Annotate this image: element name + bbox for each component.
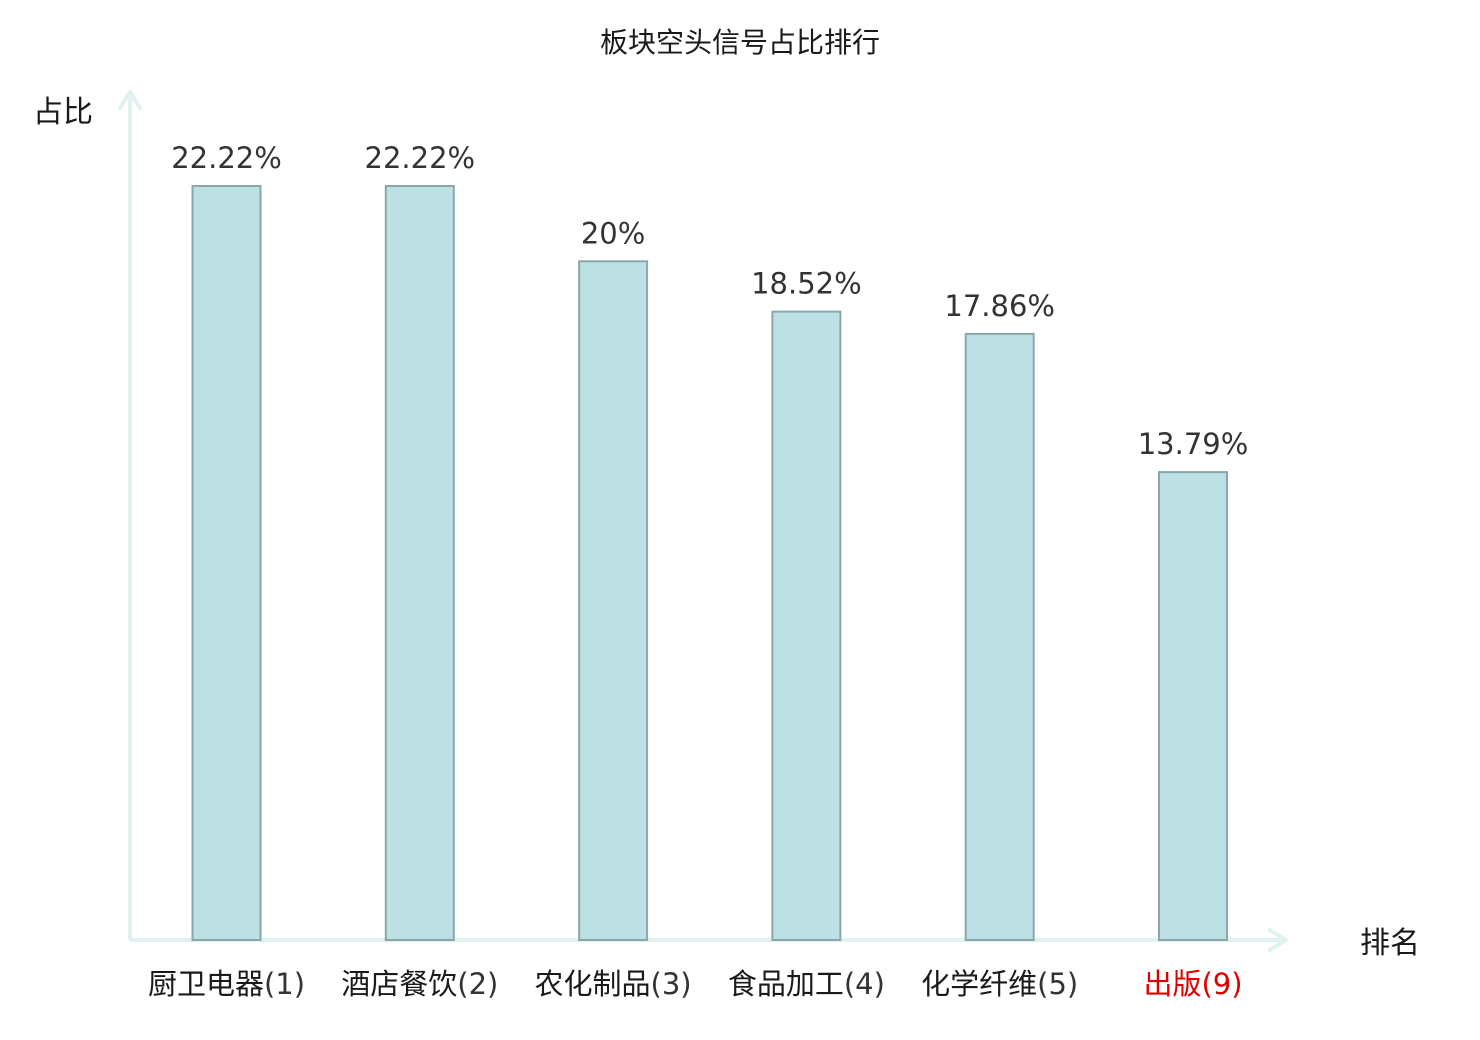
category-rank: (9) <box>1201 967 1242 1001</box>
bars <box>191 185 1228 942</box>
category-label-3: 农化制品(3) <box>535 967 692 1001</box>
chart-title: 板块空头信号占比排行 <box>600 26 880 59</box>
bar-4 <box>771 310 842 942</box>
bar-value-label-6: 13.79% <box>1138 427 1249 461</box>
bar-3 <box>578 260 649 941</box>
category-label-2: 酒店餐饮(2) <box>341 967 498 1001</box>
category-rank: (3) <box>651 967 692 1001</box>
bar-value-label-5: 17.86% <box>944 289 1055 323</box>
category-rank: (1) <box>264 967 305 1001</box>
y-axis-arrow <box>118 90 142 110</box>
category-name: 出版 <box>1143 967 1201 1001</box>
category-label-4: 食品加工(4) <box>728 967 885 1001</box>
category-label-5: 化学纤维(5) <box>921 967 1078 1001</box>
category-rank: (4) <box>844 967 885 1001</box>
bar-value-label-3: 20% <box>581 216 645 250</box>
bar-1 <box>191 185 262 941</box>
bar-2 <box>384 185 455 941</box>
bar-value-label-2: 22.22% <box>365 141 476 175</box>
category-labels: 厨卫电器(1) 酒店餐饮(2) 农化制品(3) 食品加工(4) 化学纤维(5) 出版(9) <box>148 967 1243 1001</box>
category-name: 厨卫电器 <box>148 967 264 1001</box>
bar-value-label-1: 22.22% <box>171 141 282 175</box>
category-rank: (5) <box>1037 967 1078 1001</box>
category-name: 食品加工 <box>728 967 844 1001</box>
axes <box>118 90 1288 952</box>
bar-5 <box>964 332 1035 941</box>
y-axis-label: 占比 <box>33 95 93 130</box>
category-name: 酒店餐饮 <box>341 967 457 1001</box>
category-name: 化学纤维 <box>921 967 1037 1001</box>
value-labels: 22.22% 22.22% 20% 18.52% 17.86% 13.79% <box>171 141 1248 461</box>
bar-value-label-4: 18.52% <box>751 267 862 301</box>
category-name: 农化制品 <box>535 967 651 1001</box>
x-axis-label: 排名 <box>1360 926 1420 961</box>
x-axis-arrow <box>1268 928 1288 952</box>
bar-6 <box>1158 471 1228 941</box>
category-rank: (2) <box>457 967 498 1001</box>
category-label-6: 出版(9) <box>1143 967 1242 1001</box>
category-label-1: 厨卫电器(1) <box>148 967 305 1001</box>
